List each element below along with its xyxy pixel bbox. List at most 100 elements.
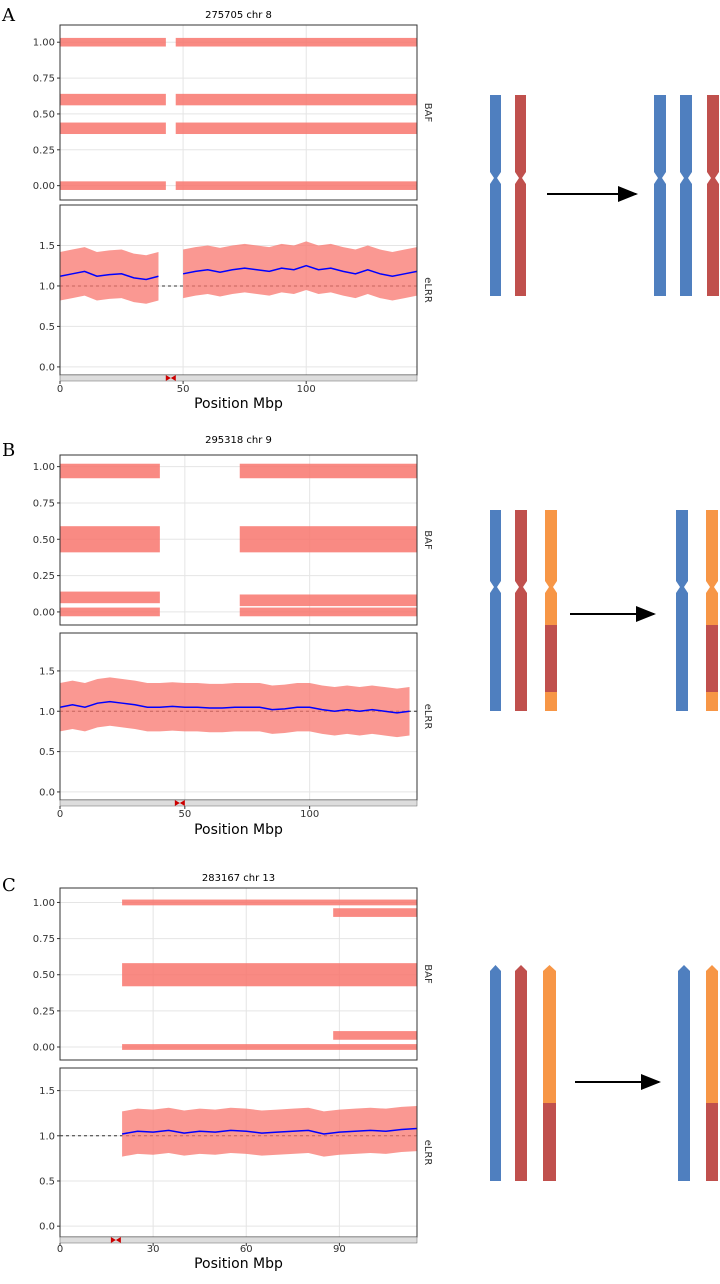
elrr-smooth [121,1127,418,1135]
chromosome-segment [676,510,688,711]
x-tick-label: 50 [178,809,191,820]
x-tick-label: 0 [57,384,63,395]
chromosome-segment [545,510,557,625]
chromosome-segment [515,95,526,296]
baf-cluster [175,181,417,190]
x-tick-label: 100 [297,384,316,395]
strip-label: BAF [422,964,433,984]
centromere [110,1237,121,1243]
y-tick-label: 0.0 [39,787,55,798]
centromere [165,375,176,381]
baf-cluster [60,181,166,190]
x-tick-label: 0 [57,809,63,820]
baf-cluster [122,963,417,987]
chart-title: 295318 chr 9 [205,435,272,446]
baf-cluster [175,122,417,135]
elrr-smooth [59,270,159,281]
y-tick-label: 0.00 [33,181,55,192]
y-tick-label: 0.75 [33,74,55,85]
baf-cluster [60,463,160,479]
x-tick-label: 60 [240,1244,253,1255]
y-tick-label: 0.0 [39,362,55,373]
baf-cluster [333,1031,417,1040]
y-tick-label: 1.5 [39,241,55,252]
centromere [174,800,185,806]
plot-border [59,454,418,626]
y-tick-label: 0.00 [33,1042,55,1053]
baf-cluster [239,526,417,553]
ideogram [59,374,418,382]
chromosome-segment [680,95,692,296]
y-tick-label: 0.5 [39,1176,55,1187]
y-tick-label: 1.5 [39,666,55,677]
baf-cluster [333,908,417,917]
x-tick-label: 30 [147,1244,160,1255]
baf-cluster [175,93,417,106]
chromosome-segment [490,510,501,711]
chromosome-segment [706,1103,718,1181]
y-tick-label: 0.5 [39,322,55,333]
chromosome-segment [706,965,718,1103]
baf-cluster [175,37,417,47]
chromosome-segment [545,692,557,711]
baf-cluster [239,463,417,479]
chromosome-segment [543,965,556,1103]
x-tick-label: 0 [57,1244,63,1255]
plot-border [59,24,418,201]
elrr-scatter [183,241,417,301]
y-tick-label: 0.50 [33,535,55,546]
panel-label: A [1,5,16,26]
ideogram [59,1236,418,1244]
chromosome-segment [490,965,501,1181]
strip-label: eLRR [422,704,433,730]
ideogram [59,799,418,807]
plot-border [59,887,418,1061]
baf-cluster [60,122,166,135]
y-tick-label: 0.75 [33,498,55,509]
y-tick-label: 0.75 [33,934,55,945]
y-tick-label: 0.5 [39,747,55,758]
chromosome-segment [545,625,557,692]
chromosome-segment [706,692,718,711]
x-tick-label: 100 [300,809,319,820]
y-tick-label: 0.0 [39,1222,55,1233]
x-axis-title: Position Mbp [194,1256,283,1272]
x-axis-title: Position Mbp [194,396,283,412]
y-tick-label: 0.00 [33,607,55,618]
chromosome-segment [543,1103,556,1181]
baf-cluster [60,526,160,553]
baf-cluster [122,899,417,906]
plot-background [60,25,417,200]
y-tick-label: 1.00 [33,38,55,49]
chromosome-segment [706,625,718,692]
chart-title: 283167 chr 13 [202,873,275,884]
y-tick-label: 1.00 [33,898,55,909]
y-tick-label: 0.25 [33,145,55,156]
chromosome-segment [515,965,527,1181]
strip-label: eLRR [422,1140,433,1166]
chart-title: 275705 chr 8 [205,10,272,21]
y-tick-label: 0.25 [33,571,55,582]
y-tick-label: 1.00 [33,462,55,473]
elrr-scatter [60,247,159,304]
elrr-smooth [59,700,410,714]
chromosome-segment [515,510,527,711]
chromosome-segment [490,95,501,296]
chromosome-segment [654,95,666,296]
panel-label: C [2,875,16,896]
chromosome-segment [707,95,719,296]
chromosome-segment [678,965,690,1181]
y-tick-label: 1.0 [39,707,55,718]
baf-cluster [60,93,166,106]
x-tick-label: 90 [333,1244,346,1255]
baf-cluster [239,607,417,617]
y-tick-label: 1.5 [39,1086,55,1097]
y-tick-label: 1.0 [39,281,55,292]
strip-label: eLRR [422,277,433,303]
elrr-scatter [122,1105,417,1157]
panel-label: B [2,440,15,461]
chromosome-diagrams [490,95,719,1181]
strip-label: BAF [422,103,433,123]
x-tick-label: 50 [177,384,190,395]
